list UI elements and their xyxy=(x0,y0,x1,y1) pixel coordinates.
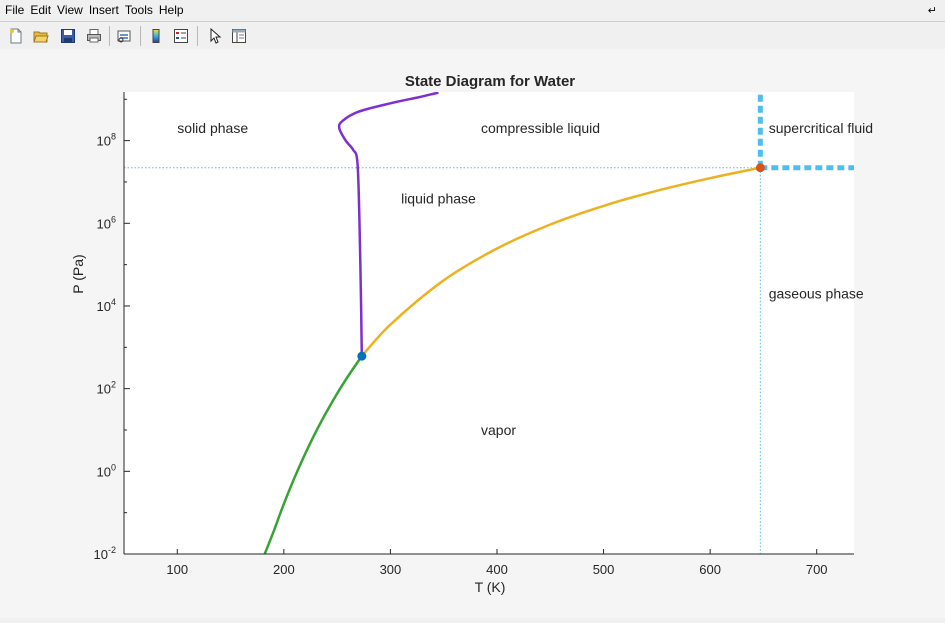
plot-area xyxy=(124,92,854,554)
chart-title: State Diagram for Water xyxy=(405,73,575,90)
menu-insert[interactable]: Insert xyxy=(88,3,119,17)
plot-content xyxy=(124,92,854,554)
triple-point xyxy=(357,351,367,361)
toolbar-separator xyxy=(197,26,198,46)
y-tick-label: 102 xyxy=(97,380,116,397)
legend-icon[interactable] xyxy=(171,26,191,46)
phase-annotation: solid phase xyxy=(177,120,248,136)
link-plot-icon[interactable] xyxy=(114,26,134,46)
x-axis-label: T (K) xyxy=(475,579,506,595)
x-tick-label: 600 xyxy=(699,562,721,577)
menu-bar: File Edit View Insert Tools Help ↵ xyxy=(0,0,945,21)
phase-annotation: gaseous phase xyxy=(769,286,864,302)
colorbar-icon[interactable] xyxy=(146,26,166,46)
y-tick-label: 100 xyxy=(97,462,116,479)
menu-edit[interactable]: Edit xyxy=(30,3,52,17)
y-axis-label: P (Pa) xyxy=(70,254,86,293)
melting-curve xyxy=(337,92,439,357)
x-tick-label: 200 xyxy=(273,562,295,577)
sublimation-curve xyxy=(263,355,363,554)
vaporization-curve xyxy=(360,166,761,357)
dock-figure-icon[interactable]: ↵ xyxy=(927,5,937,17)
figure-toolbar xyxy=(0,21,945,50)
figure-canvas: 100 200 300 400 500 600 700 10-2 100 102 104 106 108… xyxy=(0,49,945,618)
y-tick-label: 108 xyxy=(97,132,116,149)
critical-point xyxy=(755,163,765,173)
phase-annotation: supercritical fluid xyxy=(769,120,873,136)
x-tick-label: 300 xyxy=(380,562,402,577)
open-file-icon[interactable] xyxy=(31,26,51,46)
pointer-icon[interactable] xyxy=(204,26,224,46)
save-icon[interactable] xyxy=(58,26,78,46)
phase-annotation: compressible liquid xyxy=(481,120,600,136)
menu-view[interactable]: View xyxy=(57,3,83,17)
toolbar-separator xyxy=(140,26,141,46)
menu-help[interactable]: Help xyxy=(158,3,184,17)
phase-annotation: liquid phase xyxy=(401,190,476,206)
menu-tools[interactable]: Tools xyxy=(124,3,153,17)
x-tick-label: 100 xyxy=(166,562,188,577)
x-tick-label: 500 xyxy=(593,562,615,577)
toolbar-separator xyxy=(109,26,110,46)
phase-annotation: vapor xyxy=(481,422,516,438)
new-figure-icon[interactable] xyxy=(6,26,26,46)
menu-file[interactable]: File xyxy=(5,3,25,17)
x-tick-label: 400 xyxy=(486,562,508,577)
state-diagram-chart: 100 200 300 400 500 600 700 10-2 100 102 104 106 108… xyxy=(70,73,873,595)
print-icon[interactable] xyxy=(84,26,104,46)
y-tick-label: 104 xyxy=(97,297,116,314)
property-inspector-icon[interactable] xyxy=(229,26,249,46)
y-tick-label: 10-2 xyxy=(94,545,116,562)
x-tick-label: 700 xyxy=(806,562,828,577)
y-tick-label: 106 xyxy=(97,214,116,231)
